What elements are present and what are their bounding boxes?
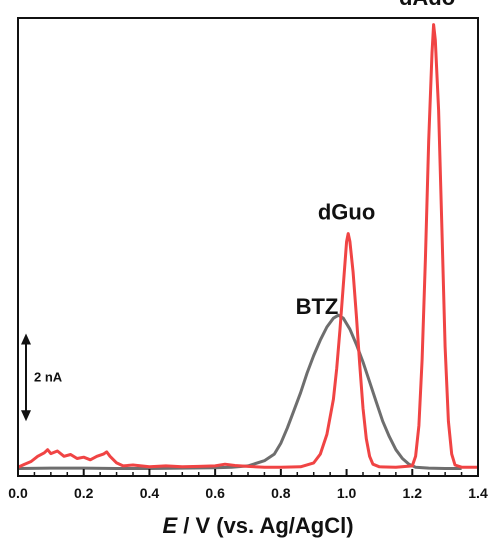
x-axis-title-symbol: E	[162, 513, 178, 538]
series-line-2	[17, 23, 478, 469]
x-tick-label: 0.6	[205, 485, 225, 501]
x-tick-label: 0.2	[74, 485, 94, 501]
series-layer	[17, 23, 478, 470]
peak-labels: BTZ dGuo dAdo	[296, 0, 456, 319]
peak-label: dAdo	[399, 0, 455, 10]
series-line-1	[17, 313, 462, 470]
peak-label: dGuo	[318, 200, 375, 225]
x-tick-label: 0.8	[271, 485, 291, 501]
scale-bar: 2 nA	[21, 333, 63, 422]
x-axis-title-text: / V (vs. Ag/AgCl)	[177, 513, 353, 538]
x-tick-label: 1.4	[468, 485, 488, 501]
x-tick-label: 0.4	[140, 485, 160, 501]
x-axis-title: E / V (vs. Ag/AgCl)	[162, 513, 353, 538]
scale-bar-arrow-down-icon	[21, 410, 31, 422]
peak-label: BTZ	[296, 294, 339, 319]
plot-frame	[17, 17, 479, 477]
scale-bar-arrow-up-icon	[21, 333, 31, 345]
x-ticks: 0.0 0.2 0.4 0.6 0.8 1.0 1.2 1.4	[8, 469, 488, 501]
x-tick-label: 1.2	[403, 485, 423, 501]
x-tick-label: 0.0	[8, 485, 28, 501]
x-tick-label: 1.0	[337, 485, 357, 501]
scale-bar-label: 2 nA	[34, 369, 63, 384]
